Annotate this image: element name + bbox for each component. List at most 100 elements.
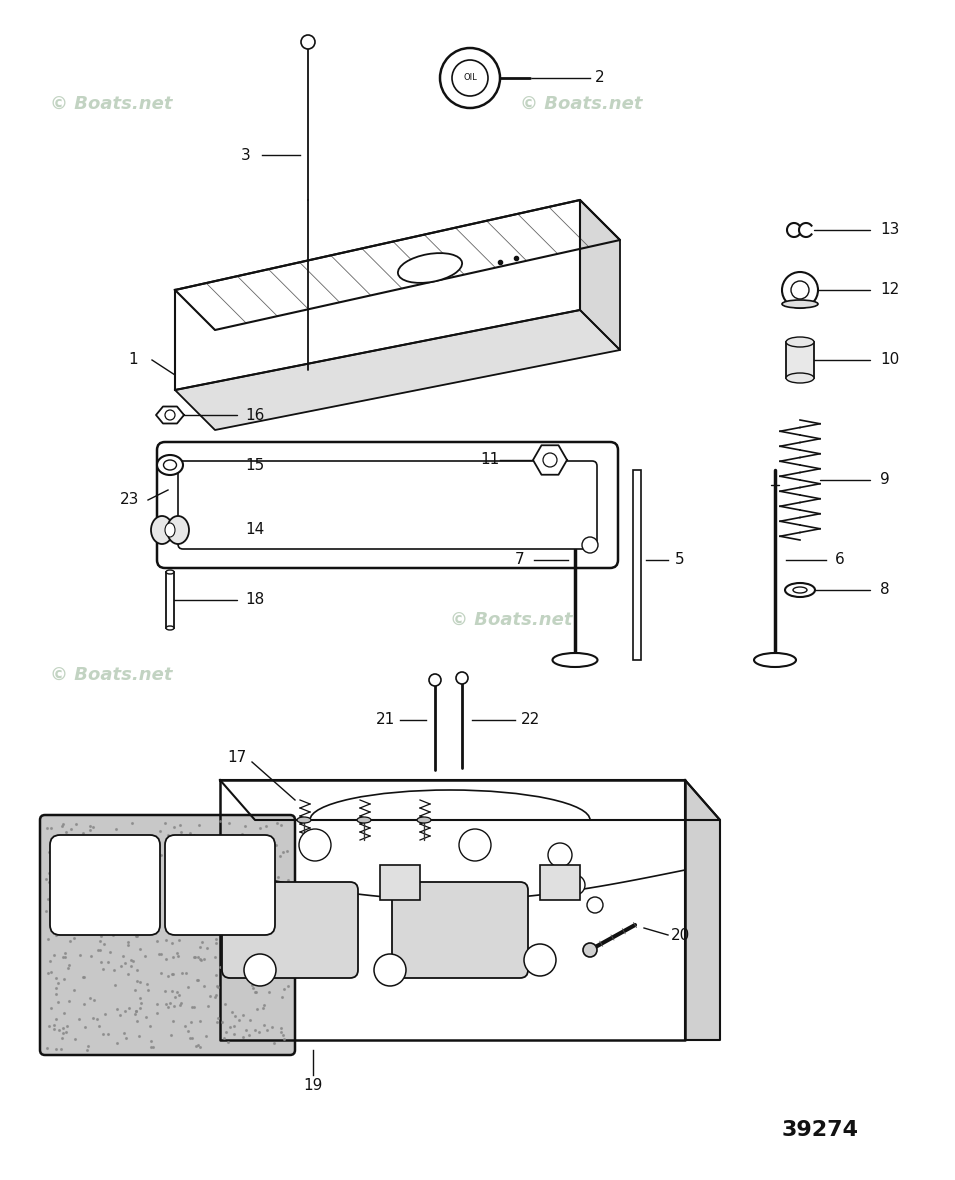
Point: [276, 1029, 291, 1048]
Point: [182, 876, 198, 894]
Point: [279, 843, 294, 861]
Point: [226, 845, 242, 864]
Text: 18: 18: [245, 592, 265, 608]
FancyBboxPatch shape: [157, 442, 618, 568]
Point: [208, 933, 223, 952]
Text: 7: 7: [515, 552, 525, 568]
Point: [45, 846, 60, 865]
Text: © Boats.net: © Boats.net: [520, 96, 643, 113]
Point: [104, 859, 119, 878]
Point: [192, 1037, 207, 1056]
Point: [152, 945, 167, 964]
Point: [193, 831, 208, 850]
Point: [79, 843, 95, 861]
Point: [58, 850, 74, 868]
Point: [241, 841, 256, 860]
Circle shape: [524, 944, 556, 976]
Polygon shape: [220, 780, 685, 1040]
Point: [125, 890, 140, 909]
Point: [53, 1040, 69, 1058]
Point: [127, 981, 142, 999]
Point: [48, 853, 63, 872]
Point: [39, 819, 54, 838]
Point: [223, 1003, 239, 1022]
Point: [264, 904, 279, 923]
Point: [169, 983, 184, 1002]
Ellipse shape: [398, 253, 462, 283]
Point: [58, 873, 74, 892]
Point: [240, 945, 255, 964]
Point: [55, 814, 71, 833]
Point: [160, 966, 176, 985]
Point: [264, 850, 279, 868]
Point: [69, 814, 84, 833]
Ellipse shape: [166, 627, 174, 630]
Point: [66, 830, 81, 848]
Point: [252, 964, 267, 983]
Point: [165, 1011, 180, 1030]
Point: [60, 826, 75, 845]
Point: [67, 981, 82, 999]
Point: [126, 951, 141, 970]
Point: [182, 824, 198, 843]
Point: [170, 943, 185, 962]
Point: [138, 858, 153, 877]
Circle shape: [782, 273, 818, 308]
Point: [268, 903, 284, 922]
Point: [94, 926, 109, 945]
Point: [106, 891, 121, 910]
Point: [226, 1017, 242, 1036]
Point: [180, 978, 196, 997]
Point: [177, 852, 192, 871]
Point: [259, 817, 274, 835]
Point: [108, 820, 123, 839]
Point: [42, 951, 57, 970]
Point: [270, 955, 286, 974]
Point: [163, 873, 179, 892]
Point: [139, 975, 155, 994]
Point: [59, 841, 74, 860]
Point: [257, 1016, 272, 1035]
Point: [85, 1009, 100, 1028]
Point: [90, 940, 105, 959]
Point: [257, 939, 272, 958]
Point: [222, 813, 237, 832]
Circle shape: [429, 674, 441, 686]
Point: [85, 893, 100, 912]
Circle shape: [459, 830, 491, 861]
Point: [174, 964, 189, 983]
Point: [38, 870, 53, 889]
Point: [133, 972, 148, 991]
Point: [67, 929, 82, 948]
Text: 22: 22: [520, 713, 540, 728]
FancyBboxPatch shape: [178, 461, 597, 549]
Point: [252, 834, 267, 853]
Point: [242, 846, 257, 865]
Point: [61, 867, 76, 886]
Point: [50, 974, 65, 992]
Point: [132, 902, 147, 920]
Point: [212, 958, 227, 977]
Point: [72, 898, 87, 917]
Point: [273, 1022, 288, 1041]
Point: [160, 998, 176, 1017]
Point: [72, 867, 87, 886]
Point: [79, 1041, 95, 1060]
Point: [165, 965, 180, 984]
Point: [223, 894, 238, 913]
Point: [231, 1010, 246, 1029]
Point: [260, 1021, 275, 1040]
Point: [158, 931, 173, 950]
Point: [248, 983, 264, 1002]
Point: [260, 965, 275, 984]
Ellipse shape: [151, 516, 173, 544]
Point: [172, 985, 187, 1004]
Point: [172, 995, 187, 1014]
Point: [273, 815, 288, 834]
Point: [46, 863, 61, 881]
Point: [153, 846, 168, 865]
Point: [269, 813, 285, 832]
Point: [212, 891, 227, 910]
Point: [279, 913, 294, 932]
Point: [258, 841, 273, 860]
